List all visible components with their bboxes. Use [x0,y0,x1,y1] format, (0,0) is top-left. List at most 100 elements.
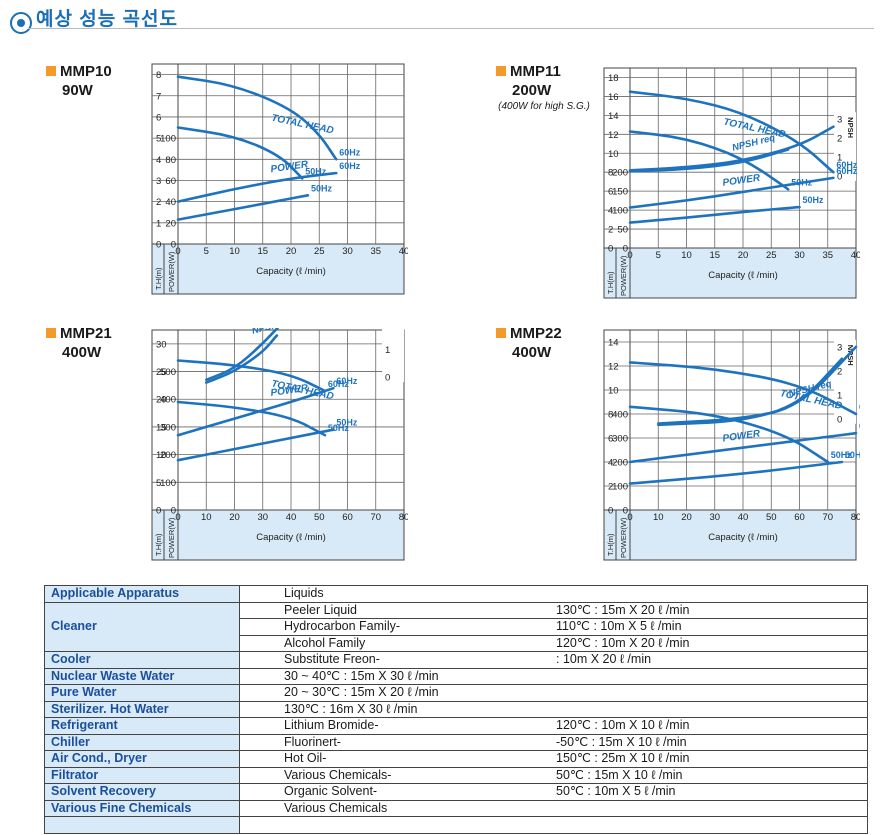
y-tick-label-head: 15 [156,422,167,433]
table-cell-liquid: Substitute Freon- [239,651,550,669]
table-header-row: Applicable Apparatus Liquids [44,585,868,603]
y-tick-label-npsh: 1 [385,345,390,356]
section-header: 예상 성능 곡선도 [6,4,874,34]
table-cell-apparatus: Cleaner [44,601,240,652]
table-cell-condition: -50℃ : 15m X 10 ℓ /min [550,733,868,751]
model-label: MMP10 90W [46,62,112,100]
y-tick-label-npsh: 0 [837,414,842,425]
x-tick-label: 30 [257,512,268,523]
y-tick-label-head: 20 [156,395,167,406]
series-line [628,90,835,174]
x-tick-label: 10 [653,512,664,523]
y-tick-label-power: 20 [165,218,176,229]
y-tick-label-head: 30 [156,339,167,350]
x-axis-label: Capacity (ℓ /min) [256,266,326,277]
x-axis-band [151,243,405,295]
y-tick-label-power: 100 [612,482,628,493]
y-tick-label-power: 300 [612,434,628,445]
x-tick-label: 40 [399,246,408,257]
x-tick-label: 0 [175,512,180,523]
table-cell-condition: 130℃ : 15m X 20 ℓ /min [550,601,868,619]
x-tick-label: 5 [656,250,661,261]
table-cell-liquid: 30 ~ 40℃ : 15m X 30 ℓ /min [239,667,550,685]
y-tick-label-head: 0 [156,506,161,517]
y-tick-label-power: 0 [171,506,176,517]
table-cell-condition: 120℃ : 10m X 20 ℓ /min [550,634,868,652]
y-tick-label-head: 7 [156,91,161,102]
table-cell-condition: 120℃ : 10m X 10 ℓ /min [550,717,868,735]
series-line [176,75,338,161]
x-tick-label: 10 [229,246,240,257]
x-tick-label: 20 [286,246,297,257]
y-axis-ticks-panel [603,329,631,511]
series-freq-label: 60Hz [328,379,350,389]
bullet-icon [10,12,32,34]
table-cell-condition: 110℃ : 10m X 5 ℓ /min [550,618,868,636]
table-row: Various Fine Chemicals Various Chemicals [44,799,868,817]
y-axis-label-power: POWER(W) [619,517,628,558]
y-tick-label-power: 100 [612,206,628,217]
y-tick-label-power: 100 [160,134,176,145]
table-cell-condition: 50℃ : 15m X 10 ℓ /min [550,766,868,784]
npsh-axis-label: NPSH [846,117,855,138]
y-axis-ticks-panel [151,63,179,245]
table-cell-liquid: Various Chemicals- [239,766,550,784]
table-cell-liquid: Liquids [239,585,550,603]
npsh-axis-panel [382,328,404,383]
y-axis-label-power: POWER(W) [167,517,176,558]
npsh-axis-panel [834,112,856,181]
series-freq-label: 50Hz [803,195,825,205]
model-name: MMP10 [60,63,112,80]
model-label: MMP22 400W [496,324,562,362]
x-axis-label: Capacity (ℓ /min) [708,270,778,281]
x-tick-label: 70 [370,512,381,523]
y-axis-label-head: T.H(m) [154,533,163,556]
y-tick-label-npsh: 2 [837,134,842,145]
table-cell-apparatus: Chiller [44,733,240,751]
table-row: Cooler Substitute Freon- : 10m X 20 ℓ /m… [44,651,868,669]
table-row: Sterilizer. Hot Water 130℃ : 16m X 30 ℓ … [44,700,868,718]
power-label: POWER [722,173,762,189]
table-cell-apparatus: Applicable Apparatus [44,585,240,603]
y-tick-label-head: 12 [608,130,619,141]
y-tick-label-power: 0 [623,244,628,255]
y-tick-label-head: 8 [608,168,613,179]
y-tick-label-head: 4 [156,155,161,166]
series-freq-label: 50Hz [305,166,327,176]
table-cell-condition [550,799,868,817]
y-tick-label-head: 5 [156,478,161,489]
series-freq-label: 50Hz [831,450,853,460]
table-cell-condition [550,684,868,702]
table-cell-condition [550,816,868,834]
y-tick-label-head: 16 [608,92,619,103]
y-tick-label-head: 10 [608,149,619,160]
x-tick-label: 0 [627,512,632,523]
x-axis-band [151,509,405,561]
chart-mmp22: T.H(m) POWER(W)0 10 20 30 40 50 60 70 80Capacity … [603,329,860,561]
y-tick-label-head: 2 [608,225,613,236]
table-cell-apparatus: Pure Water [44,684,240,702]
y-tick-label-head: 25 [156,367,167,378]
apparatus-table: Applicable Apparatus Liquids Cleaner Pee… [44,585,868,834]
y-tick-label-npsh: 1 [837,390,842,401]
model-note: (400W for high S.G.) [498,101,590,112]
y-tick-label-head: 0 [156,240,161,251]
y-tick-label-power: 0 [171,240,176,251]
y-tick-label-head: 1 [156,218,161,229]
series-freq-label: 50Hz [328,423,350,433]
x-tick-label: 15 [257,246,268,257]
series-freq-label: 60Hz [836,160,858,170]
y-tick-label-head: 10 [156,450,167,461]
x-axis-band [603,509,857,561]
table-cell-apparatus: Sterilizer. Hot Water [44,700,240,718]
series-line [628,405,830,464]
y-tick-label-power: 80 [165,155,176,166]
x-tick-label: 35 [370,246,381,257]
series-freq-label: 50Hz [845,450,860,460]
table-cell-apparatus: Refrigerant [44,717,240,735]
table-cell-apparatus: Solvent Recovery [44,783,240,801]
series-freq-label: 50Hz [336,418,358,428]
x-tick-label: 80 [851,512,860,523]
y-axis-label-power: POWER(W) [619,255,628,296]
x-tick-label: 40 [738,512,749,523]
